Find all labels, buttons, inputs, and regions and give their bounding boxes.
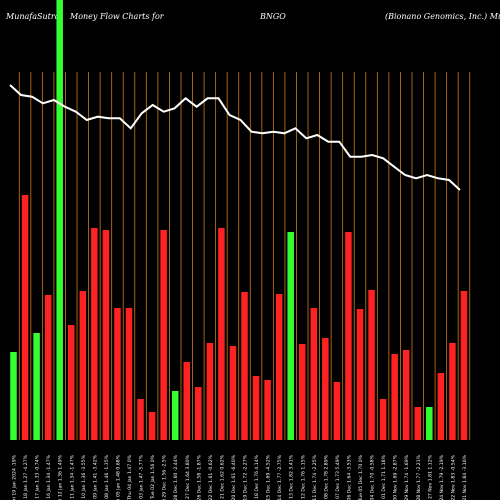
category-label: Wed 06 Dec 1.64 -3.53%: [346, 454, 352, 500]
category-label: Tue 12 Dec 1.76 1.15%: [300, 454, 306, 500]
category-label: Thu 18 Jan 1.27 -4.27%: [23, 454, 29, 500]
flow-bar: [148, 412, 156, 440]
category-label: Tue 28 Nov 1.77 -2.21%: [416, 454, 422, 500]
flow-bar: [68, 325, 75, 440]
category-label: Wed 10 Jan 1.36 -3.55%: [81, 454, 87, 500]
category-label: Wed 27 Dec 1.64 3.80%: [185, 454, 191, 500]
flow-bar: [460, 291, 468, 440]
site-name: MunafaSutra: [6, 12, 60, 21]
flow-bar: [391, 354, 398, 440]
bar-layer: [10, 0, 468, 440]
flow-bar: [10, 352, 17, 440]
category-label: Fri 08 Dec 1.78 2.89%: [323, 454, 329, 500]
category-label: Fri 01 Dec 1.71 1.18%: [381, 454, 387, 500]
flow-bar: [437, 373, 445, 440]
flow-bar: [56, 0, 63, 440]
category-label: Fri 05 Jan 1.48 0.68%: [115, 454, 121, 500]
flow-bar: [21, 195, 29, 440]
category-label: Tue 09 Jan 1.41 -3.42%: [92, 454, 98, 500]
category-label: Thu 21 Dec 1.62 0.62%: [219, 454, 225, 500]
flow-bar: [322, 338, 329, 440]
category-label: Thu 14 Dec 1.77 -2.75%: [277, 454, 283, 500]
flow-bar: [264, 380, 271, 440]
flow-bar: [206, 343, 214, 440]
category-label: Thu 11 Jan 1.34 -1.47%: [69, 454, 75, 500]
price-line: [9, 84, 461, 191]
flow-bar: [414, 407, 421, 440]
category-label: Tue 26 Dec 1.58 -1.87%: [196, 454, 202, 500]
category-label: Mon 18 Dec 1.76 4.14%: [254, 454, 260, 500]
flow-bar: [137, 399, 144, 440]
flow-bar: [125, 308, 133, 440]
flow-bar: [333, 382, 341, 440]
category-label: Thu 28 Dec 1.60 -2.44%: [173, 454, 179, 500]
flow-bar: [102, 230, 110, 440]
category-label: Mon 11 Dec 1.74 -2.25%: [312, 454, 318, 500]
category-label: Wed 17 Jan 1.33 -0.74%: [35, 454, 41, 500]
flow-bar: [195, 387, 202, 440]
flow-bar: [229, 346, 237, 440]
category-label: Fri 12 Jan 1.36 1.49%: [58, 454, 64, 500]
category-label: Tue 21 Nov 1.84 -3.16%: [462, 454, 468, 500]
chart-symbol: BNGO: [260, 12, 286, 21]
company-name: (Bionano Genomics, Inc.) Mu: [385, 12, 500, 21]
category-label: Fri 29 Dec 1.56 -2.5%: [162, 454, 168, 500]
line-layer: [9, 84, 461, 191]
category-label: Thu 04 Jan 1.47 0%: [127, 454, 133, 500]
label-layer: Fri 19 Jan 2024 .19% Thu 18 Jan 1.27 -4.2…: [12, 454, 468, 500]
flow-bar: [218, 228, 225, 440]
category-label: Mon 04 Dec 1.70 -0.58%: [370, 454, 376, 500]
flow-bar: [379, 399, 387, 440]
flow-bar: [241, 292, 248, 440]
category-label: Tue 19 Dec 1.72 -2.27%: [243, 454, 249, 500]
flow-bar: [183, 362, 190, 440]
flow-bar: [252, 376, 260, 440]
category-label: Mon 27 Nov 1.81 1.12%: [427, 454, 433, 500]
flow-bar: [345, 232, 352, 440]
category-label: Fri 19 Jan 2024 .19%: [12, 454, 18, 500]
category-label: Mon 08 Jan 1.46 -1.35%: [104, 454, 110, 500]
category-label: Thu 30 Nov 1.69 -2.87%: [393, 454, 399, 500]
category-label: Fri 22 Dec 1.61 -0.62%: [208, 454, 214, 500]
category-label: Wed 03 Jan 1.47 -5.77%: [139, 454, 145, 500]
flow-bar: [356, 309, 364, 440]
flow-bar: [299, 344, 306, 440]
flow-bar: [275, 294, 283, 440]
flow-bar: [33, 333, 40, 440]
chart-title: Money Flow Charts for: [70, 12, 164, 21]
category-label: Wed 22 Nov 1.83 -0.54%: [450, 454, 456, 500]
category-label: Tue 05 Dec 1.70 0%: [358, 454, 364, 500]
flow-bar: [171, 391, 179, 440]
category-label: Wed 13 Dec 1.82 3.41%: [289, 454, 295, 500]
category-label: Fri 15 Dec 1.69 -4.52%: [266, 454, 272, 500]
category-label: Tue 16 Jan 1.34 -1.47%: [46, 454, 52, 500]
flow-bar: [79, 291, 87, 440]
flow-bar: [114, 308, 121, 440]
category-label: Tue 02 Jan 1.56 0%: [150, 454, 156, 500]
flow-bar: [402, 350, 410, 440]
category-label: Thu 07 Dec 1.73 5.49%: [335, 454, 341, 500]
category-label: Wed 29 Nov 1.74 -1.69%: [404, 454, 410, 500]
category-label: Fri 24 Nov 1.79 -2.19%: [439, 454, 445, 500]
flow-bar: [426, 407, 433, 440]
flow-bar: [310, 308, 318, 440]
flow-bar: [160, 230, 167, 440]
flow-bar: [44, 295, 52, 440]
flow-bar: [449, 343, 456, 440]
category-label: Wed 20 Dec 1.61 -6.40%: [231, 454, 237, 500]
flow-bar: [368, 290, 375, 440]
flow-bar: [91, 228, 98, 440]
flow-bar: [287, 232, 294, 440]
